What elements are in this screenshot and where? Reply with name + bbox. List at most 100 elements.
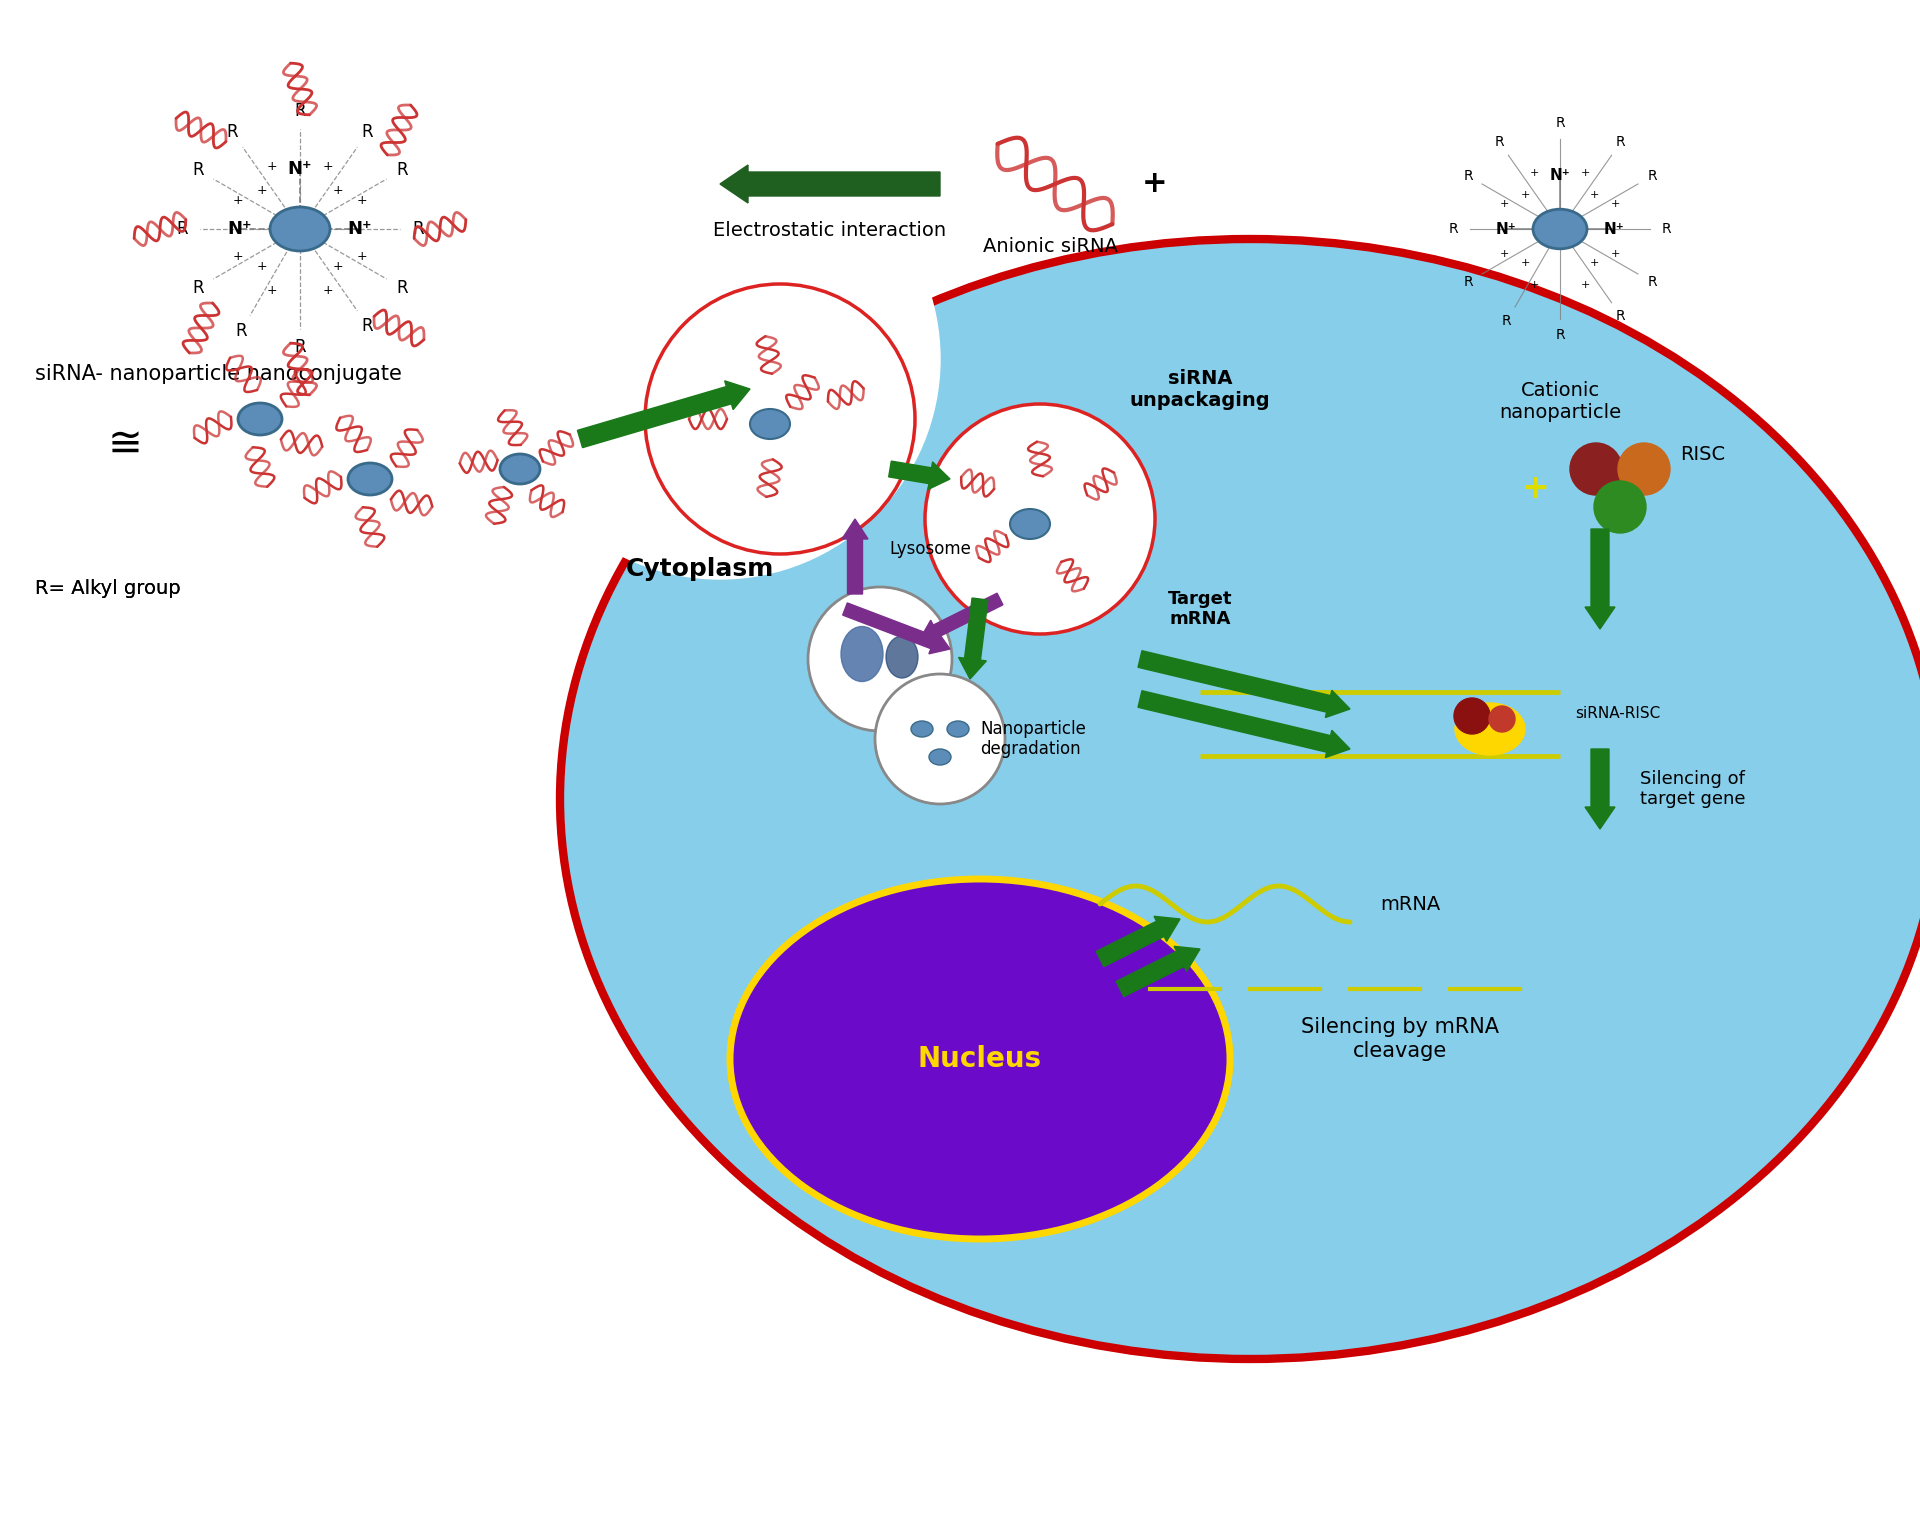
Text: R= Alkyl group: R= Alkyl group bbox=[35, 580, 180, 599]
Text: R: R bbox=[1463, 169, 1473, 183]
Ellipse shape bbox=[499, 454, 540, 483]
FancyArrow shape bbox=[920, 593, 1002, 642]
Text: R: R bbox=[1450, 222, 1459, 235]
Ellipse shape bbox=[1532, 209, 1588, 249]
FancyArrow shape bbox=[1139, 651, 1350, 717]
Circle shape bbox=[925, 405, 1156, 634]
Text: N⁺: N⁺ bbox=[228, 220, 252, 239]
Text: R: R bbox=[1494, 135, 1503, 149]
Circle shape bbox=[1571, 443, 1622, 496]
Ellipse shape bbox=[910, 720, 933, 737]
Text: siRNA- nanoparticle nanoconjugate: siRNA- nanoparticle nanoconjugate bbox=[35, 365, 401, 385]
Text: +: + bbox=[1521, 189, 1530, 200]
Text: Nanoparticle
degradation: Nanoparticle degradation bbox=[979, 720, 1087, 759]
Ellipse shape bbox=[1010, 509, 1050, 539]
Ellipse shape bbox=[751, 409, 789, 439]
Text: +: + bbox=[1142, 169, 1167, 199]
Ellipse shape bbox=[271, 208, 330, 251]
Text: Silencing by mRNA
cleavage: Silencing by mRNA cleavage bbox=[1302, 1017, 1500, 1060]
FancyArrow shape bbox=[958, 599, 989, 679]
FancyArrow shape bbox=[1586, 749, 1615, 830]
Circle shape bbox=[1490, 706, 1515, 733]
Text: R= Alkyl group: R= Alkyl group bbox=[35, 580, 180, 599]
Text: mRNA: mRNA bbox=[1380, 894, 1440, 914]
Text: RISC: RISC bbox=[1680, 445, 1726, 463]
Ellipse shape bbox=[841, 626, 883, 682]
Text: +: + bbox=[257, 260, 267, 274]
Text: N⁺: N⁺ bbox=[1549, 168, 1571, 183]
Text: ≅: ≅ bbox=[108, 423, 142, 465]
Text: +: + bbox=[1590, 259, 1599, 268]
Ellipse shape bbox=[238, 403, 282, 436]
Text: Cytoplasm: Cytoplasm bbox=[626, 557, 774, 582]
Text: +: + bbox=[267, 160, 276, 174]
Circle shape bbox=[1594, 482, 1645, 532]
Text: Cationic
nanoparticle: Cationic nanoparticle bbox=[1500, 380, 1620, 422]
Ellipse shape bbox=[561, 239, 1920, 1359]
FancyArrow shape bbox=[843, 519, 868, 594]
Text: R: R bbox=[234, 322, 248, 340]
Text: +: + bbox=[1521, 472, 1549, 505]
Text: +: + bbox=[1590, 189, 1599, 200]
Text: +: + bbox=[1611, 199, 1620, 209]
Circle shape bbox=[1619, 443, 1670, 496]
Text: +: + bbox=[323, 160, 334, 174]
FancyArrow shape bbox=[843, 603, 950, 654]
Text: Target
mRNA: Target mRNA bbox=[1167, 589, 1233, 628]
Text: +: + bbox=[332, 185, 344, 197]
Text: N⁺: N⁺ bbox=[288, 160, 313, 179]
Ellipse shape bbox=[348, 463, 392, 496]
Text: R: R bbox=[1647, 169, 1657, 183]
Text: R: R bbox=[1555, 115, 1565, 129]
Circle shape bbox=[808, 586, 952, 731]
Ellipse shape bbox=[947, 720, 970, 737]
FancyArrow shape bbox=[1116, 946, 1200, 997]
Text: +: + bbox=[1500, 199, 1509, 209]
Circle shape bbox=[876, 674, 1004, 803]
Ellipse shape bbox=[1455, 703, 1524, 756]
Text: R: R bbox=[413, 220, 424, 239]
FancyArrow shape bbox=[889, 462, 950, 489]
Text: +: + bbox=[1580, 168, 1590, 179]
Text: +: + bbox=[357, 251, 367, 263]
Text: +: + bbox=[267, 285, 276, 297]
Text: +: + bbox=[257, 185, 267, 197]
FancyArrow shape bbox=[1096, 916, 1181, 966]
Ellipse shape bbox=[730, 879, 1231, 1239]
Text: siRNA
unpackaging: siRNA unpackaging bbox=[1129, 368, 1271, 409]
Text: Electrostatic interaction: Electrostatic interaction bbox=[714, 222, 947, 240]
Text: +: + bbox=[1521, 259, 1530, 268]
Text: Lysosome: Lysosome bbox=[889, 540, 972, 559]
Text: N⁺: N⁺ bbox=[1603, 222, 1624, 237]
FancyArrow shape bbox=[1586, 529, 1615, 629]
Text: R: R bbox=[1617, 309, 1626, 323]
Text: R: R bbox=[192, 279, 204, 297]
Text: Silencing of
target gene: Silencing of target gene bbox=[1640, 770, 1745, 808]
Text: +: + bbox=[1530, 168, 1540, 179]
Text: +: + bbox=[323, 285, 334, 297]
Text: N⁺: N⁺ bbox=[348, 220, 372, 239]
Text: R: R bbox=[1555, 328, 1565, 342]
Text: Nucleus: Nucleus bbox=[918, 1045, 1043, 1073]
Text: +: + bbox=[1500, 249, 1509, 259]
Text: +: + bbox=[332, 260, 344, 274]
Text: +: + bbox=[232, 194, 244, 208]
Text: siRNA-RISC: siRNA-RISC bbox=[1574, 706, 1661, 722]
Circle shape bbox=[499, 139, 941, 579]
Text: N⁺: N⁺ bbox=[1496, 222, 1517, 237]
Circle shape bbox=[1453, 699, 1490, 734]
FancyArrow shape bbox=[1139, 691, 1350, 757]
Text: R: R bbox=[294, 339, 305, 356]
Text: +: + bbox=[1611, 249, 1620, 259]
Text: R: R bbox=[192, 162, 204, 179]
Text: +: + bbox=[1580, 280, 1590, 289]
Text: +: + bbox=[357, 194, 367, 208]
Text: R: R bbox=[396, 279, 409, 297]
Ellipse shape bbox=[929, 749, 950, 765]
Text: R: R bbox=[1463, 275, 1473, 289]
FancyArrow shape bbox=[578, 380, 751, 448]
Ellipse shape bbox=[885, 636, 918, 679]
FancyArrow shape bbox=[720, 165, 941, 203]
Text: R: R bbox=[361, 317, 374, 334]
Text: R: R bbox=[1501, 314, 1511, 328]
